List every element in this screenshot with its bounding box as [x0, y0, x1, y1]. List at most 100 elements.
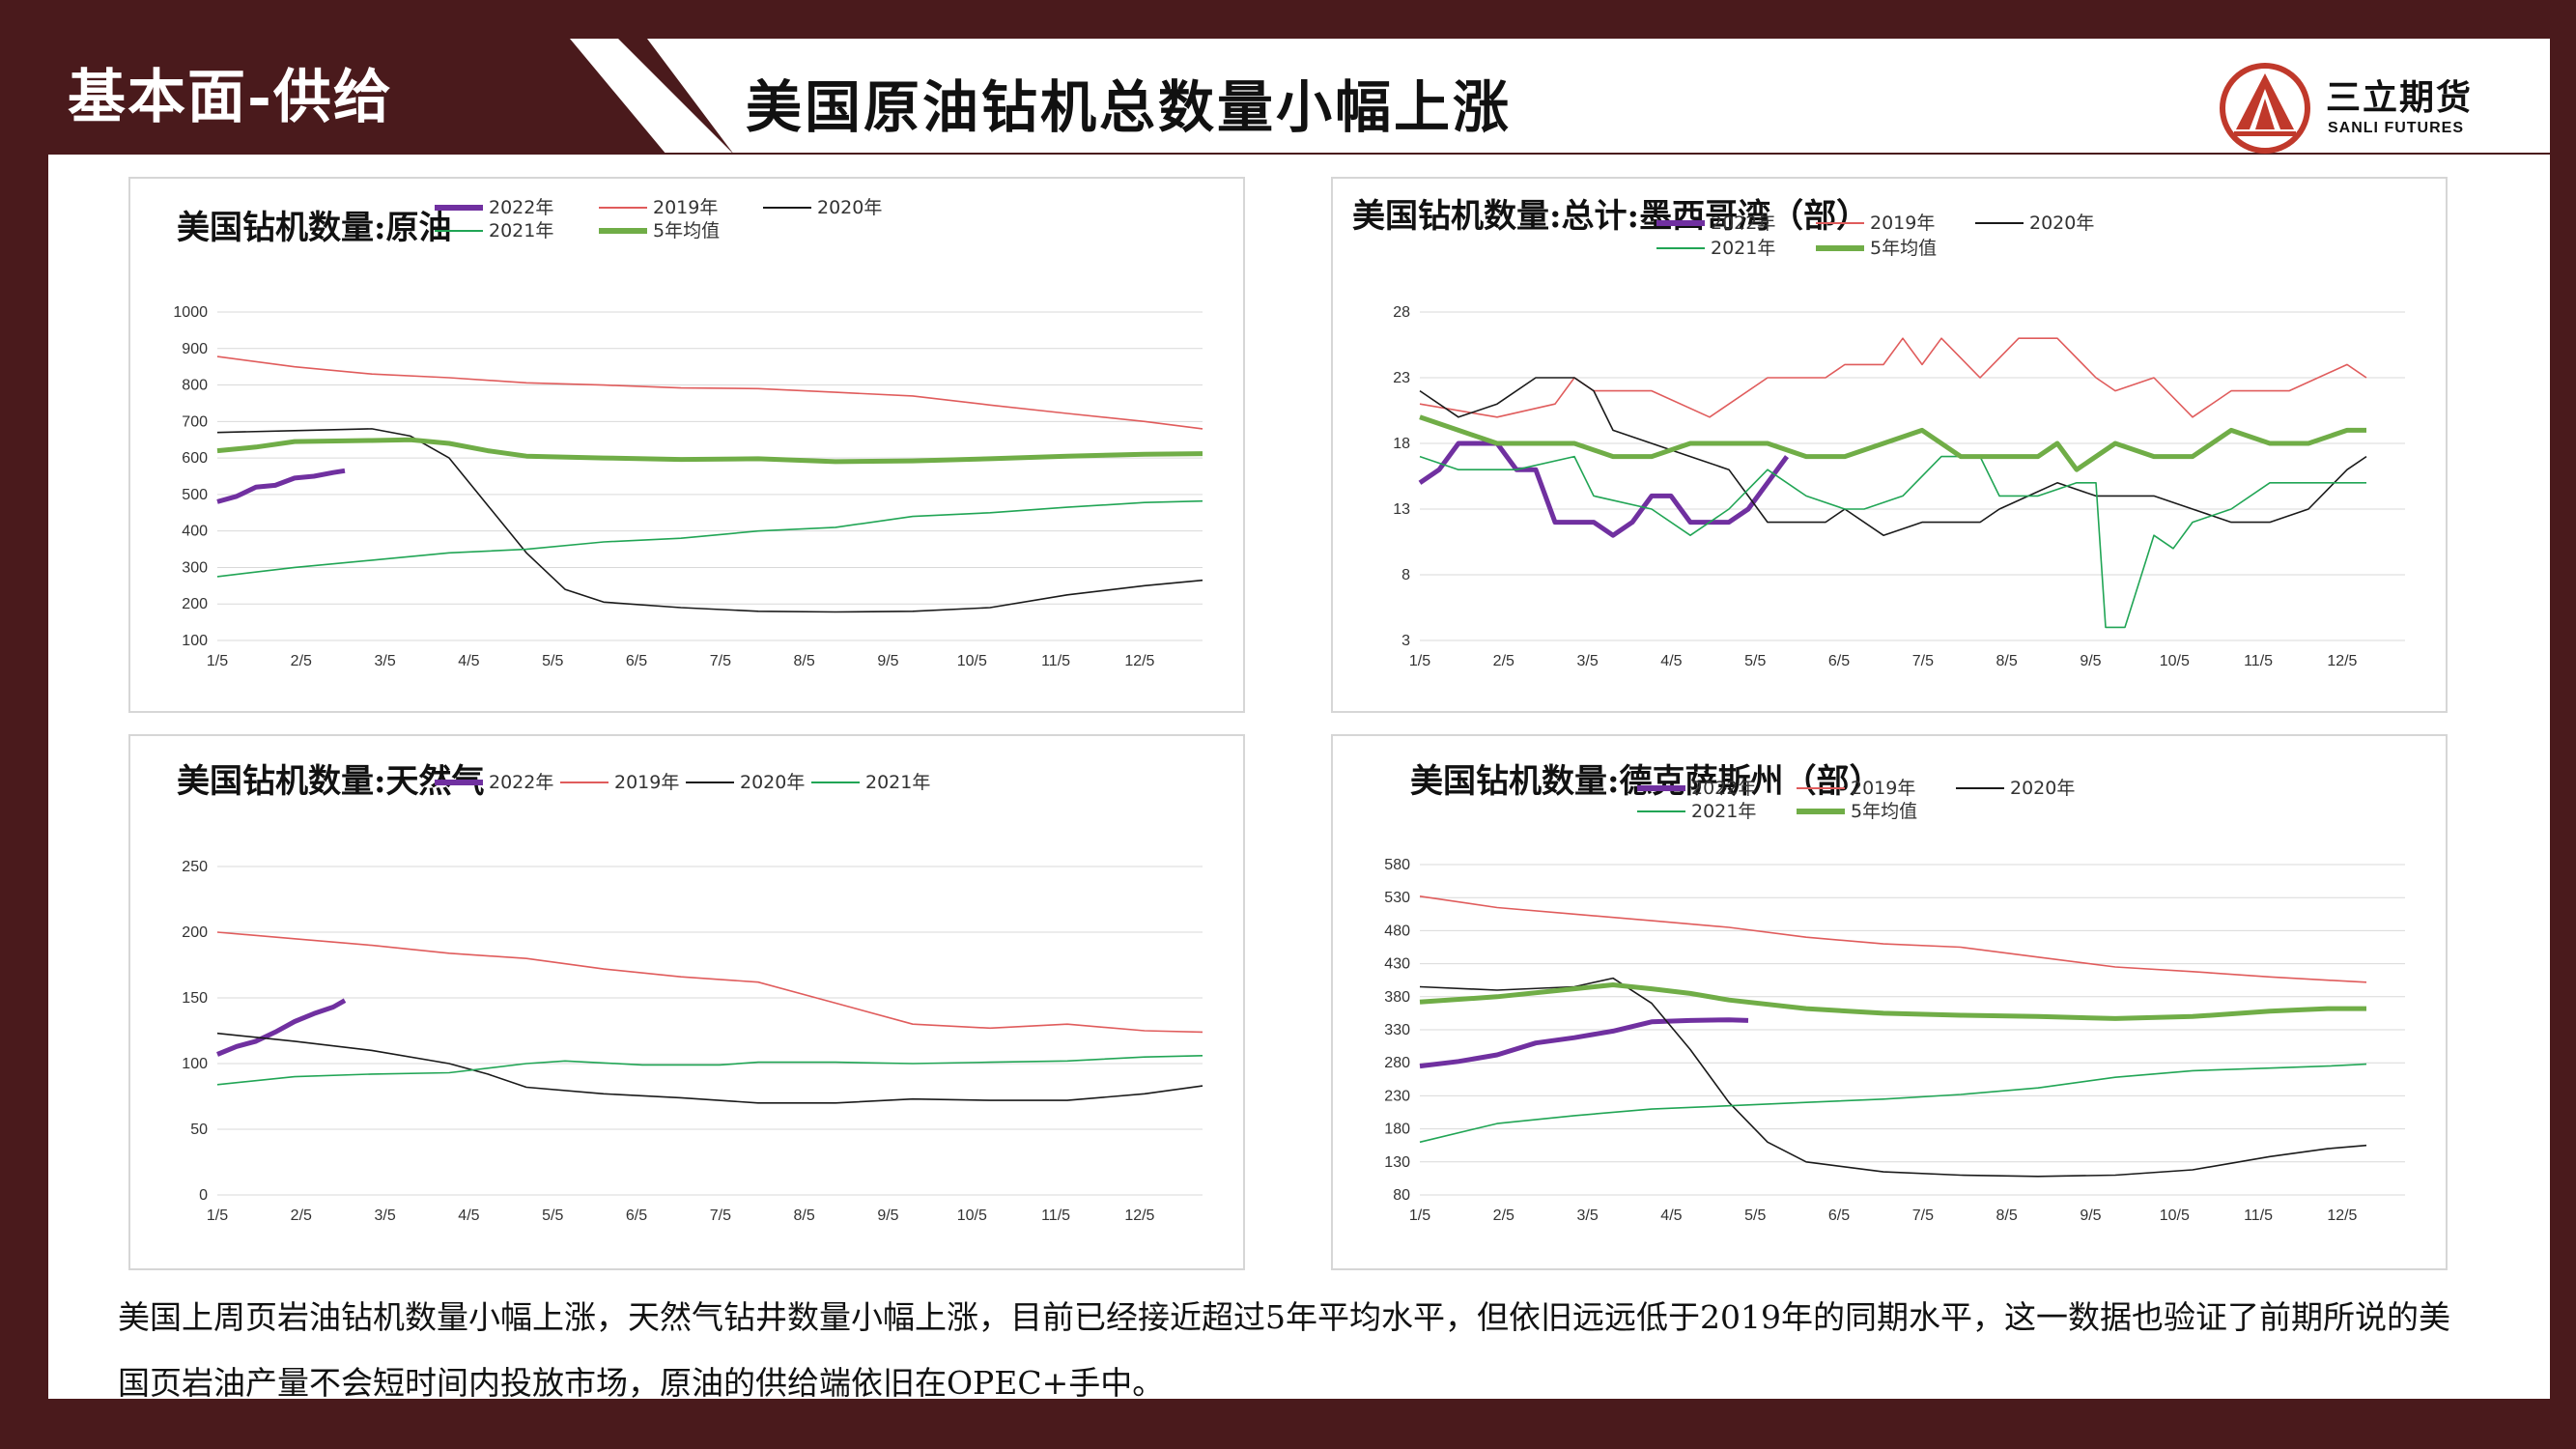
section-title: 基本面-供给 [68, 64, 393, 131]
series-line-y2020 [1419, 977, 2367, 1178]
y-tick-label: 480 [1384, 923, 1410, 939]
x-tick-label: 6/5 [1828, 1208, 1850, 1224]
x-tick-label: 4/5 [1660, 1208, 1682, 1224]
series-line-y2019 [1419, 895, 2367, 983]
series-line-y2019 [216, 931, 1203, 1034]
legend-label: 5年均值 [653, 220, 720, 242]
y-tick-label: 280 [1384, 1055, 1410, 1071]
x-tick-label: 1/5 [207, 1208, 228, 1224]
x-tick-label: 3/5 [1576, 653, 1598, 669]
x-tick-label: 9/5 [877, 1208, 898, 1224]
x-tick-label: 1/5 [1409, 1208, 1430, 1224]
y-tick-label: 900 [182, 341, 208, 357]
series-line-avg5 [1419, 982, 2366, 1021]
y-tick-label: 50 [190, 1122, 208, 1138]
summary-text: 美国上周页岩油钻机数量小幅上涨，天然气钻井数量小幅上涨，目前已经接近超过5年平均… [118, 1298, 2450, 1402]
series-line-y2020 [1419, 377, 2367, 537]
header-top-strip [618, 0, 2576, 39]
chart-panel-gulf: 美国钻机数量:总计:墨西哥湾（部） 3 8 13 18 23 28 1/5 2/5 3/5 4/5 5… [1331, 177, 2448, 713]
series-line-y2022 [1419, 1017, 1749, 1069]
series-line-y2021 [1419, 455, 2366, 629]
y-tick-label: 230 [1384, 1088, 1410, 1104]
x-tick-label: 6/5 [626, 653, 647, 669]
x-tick-label: 9/5 [877, 653, 898, 669]
chart-svg: 美国钻机数量:原油 100 200 300 400 500 600 700 800 900 1000… [173, 197, 1203, 669]
y-tick-label: 330 [1384, 1022, 1410, 1038]
y-tick-label: 130 [1384, 1154, 1410, 1171]
x-tick-label: 12/5 [2327, 1208, 2357, 1224]
x-tick-label: 11/5 [1041, 1208, 1070, 1224]
x-tick-label: 7/5 [1912, 1208, 1934, 1224]
y-tick-label: 400 [182, 524, 208, 540]
x-tick-label: 9/5 [2080, 1208, 2101, 1224]
series-line-y2019 [216, 355, 1203, 430]
y-tick-label: 100 [182, 1056, 208, 1072]
x-tick-label: 12/5 [1124, 653, 1154, 669]
y-tick-label: 23 [1393, 370, 1410, 386]
legend-label: 2020年 [2010, 778, 2075, 799]
chart-title: 美国钻机数量:总计:墨西哥湾（部） [1352, 197, 1869, 236]
y-tick-label: 150 [182, 990, 208, 1007]
series-line-y2021 [216, 1055, 1203, 1086]
legend-label: 2019年 [653, 197, 718, 218]
x-tick-label: 2/5 [1493, 1208, 1514, 1224]
y-tick-label: 1000 [173, 304, 208, 321]
y-tick-label: 28 [1393, 304, 1410, 321]
sanli-logo-icon [2220, 63, 2310, 154]
series-line-y2020 [216, 428, 1203, 613]
chart-svg: 美国钻机数量:德克萨斯州（部） 80 130 180 230 280 330 380 430 48… [1384, 762, 2405, 1224]
y-tick-label: 100 [182, 633, 208, 649]
logo-text-cn: 三立期货 [2326, 78, 2474, 118]
legend-label: 2020年 [2029, 213, 2094, 234]
chart-panel-crude: 美国钻机数量:原油 100 200 300 400 500 600 700 800 900 1000… [128, 177, 1245, 713]
chart-panel-gas: 美国钻机数量:天然气 0 50 100 150 200 250 1/5 2/5 3/5 4/5 5/5… [128, 734, 1245, 1270]
legend-label: 2020年 [817, 197, 882, 218]
series-line-y2020 [216, 1032, 1203, 1104]
x-tick-label: 12/5 [2327, 653, 2357, 669]
x-tick-label: 7/5 [710, 653, 731, 669]
chart-svg: 美国钻机数量:天然气 0 50 100 150 200 250 1/5 2/5 3/5 4/5 5/5… [177, 762, 1203, 1224]
y-tick-label: 580 [1384, 857, 1410, 873]
x-tick-label: 6/5 [626, 1208, 647, 1224]
x-tick-label: 7/5 [1912, 653, 1934, 669]
x-tick-label: 6/5 [1828, 653, 1850, 669]
legend-label: 2021年 [1691, 801, 1756, 822]
x-tick-label: 1/5 [207, 653, 228, 669]
x-tick-label: 2/5 [291, 653, 312, 669]
y-tick-label: 200 [182, 596, 208, 612]
x-tick-label: 11/5 [2244, 653, 2273, 669]
y-tick-label: 600 [182, 450, 208, 467]
y-tick-label: 180 [1384, 1122, 1410, 1138]
series-line-y2022 [216, 468, 346, 504]
x-tick-label: 2/5 [1493, 653, 1514, 669]
series-line-y2022 [216, 998, 347, 1057]
chart-title: 美国钻机数量:天然气 [177, 762, 485, 801]
header-band [0, 0, 2576, 155]
legend-label: 2020年 [740, 772, 805, 793]
series-line-y2021 [1419, 1063, 2367, 1144]
y-tick-label: 700 [182, 413, 208, 430]
legend-label: 2022年 [489, 772, 553, 793]
legend-label: 2022年 [1691, 778, 1756, 799]
x-tick-label: 3/5 [1576, 1208, 1598, 1224]
x-tick-label: 4/5 [458, 653, 479, 669]
header-left-block [0, 0, 734, 155]
y-tick-label: 500 [182, 487, 208, 503]
x-tick-label: 5/5 [542, 1208, 563, 1224]
y-tick-label: 530 [1384, 890, 1410, 906]
header-underline [48, 153, 2550, 155]
y-tick-label: 0 [199, 1187, 208, 1204]
legend-label: 2022年 [1711, 213, 1775, 234]
chart-title: 美国钻机数量:原油 [177, 209, 452, 247]
legend-label: 5年均值 [1851, 801, 1917, 822]
x-tick-label: 4/5 [1660, 653, 1682, 669]
chart-title: 美国钻机数量:德克萨斯州（部） [1410, 762, 1882, 801]
legend-label: 2019年 [1851, 778, 1915, 799]
x-tick-label: 12/5 [1124, 1208, 1154, 1224]
x-tick-label: 2/5 [291, 1208, 312, 1224]
y-tick-label: 3 [1401, 633, 1410, 649]
chart-svg: 美国钻机数量:总计:墨西哥湾（部） 3 8 13 18 23 28 1/5 2/5 3/5 4/5 5… [1352, 197, 2405, 669]
x-tick-label: 3/5 [374, 1208, 395, 1224]
x-tick-label: 8/5 [794, 1208, 815, 1224]
x-tick-label: 11/5 [2244, 1208, 2273, 1224]
